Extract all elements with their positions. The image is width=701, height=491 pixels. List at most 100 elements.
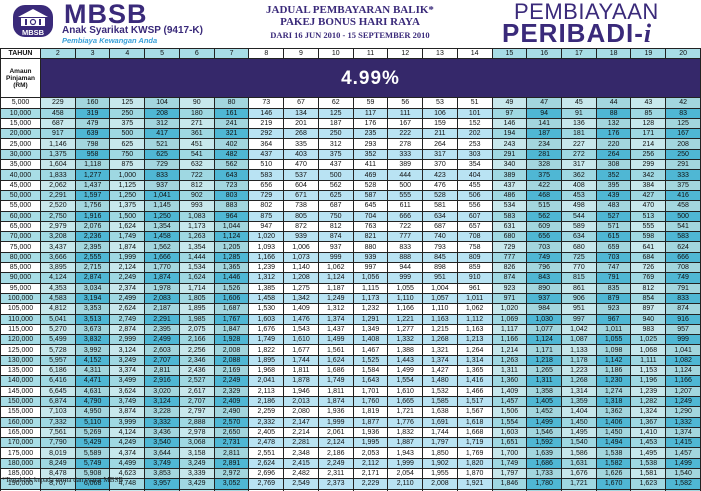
loan-amount: 55,000 [0,200,41,212]
monthly-installment: 805 [283,210,319,222]
monthly-installment: 703 [526,241,563,253]
monthly-installment: 1,374 [665,426,701,439]
monthly-installment: 2,291 [40,189,76,202]
year-header: 19 [630,47,667,60]
monthly-installment: 333 [387,148,424,161]
monthly-installment: 3,895 [40,262,76,274]
monthly-installment: 128 [630,117,667,130]
monthly-installment: 1,173 [178,220,215,233]
monthly-installment: 2,229 [352,478,389,490]
monthly-installment: 486 [491,189,528,202]
monthly-installment: 1,186 [595,365,632,377]
monthly-installment: 469 [352,169,389,181]
monthly-installment: 875 [109,159,146,171]
table-row: 90,000 4,124 2,874 2,249 1,874 1,624 1,446 1,31… [0,272,701,284]
monthly-installment: 859 [456,262,493,274]
monthly-installment: 3,249 [109,354,146,367]
monthly-installment: 1,770 [144,262,180,274]
year-header: 6 [178,47,215,60]
monthly-installment: 1,534 [178,262,215,274]
monthly-installment: 1,077 [526,323,563,336]
monthly-installment: 1,767 [213,313,250,325]
monthly-installment: 1,584 [352,365,389,377]
building-icon: MBSB [13,5,53,37]
monthly-installment: 319 [74,107,111,119]
monthly-installment: 2,527 [178,375,215,387]
monthly-installment: 1,041 [144,189,180,202]
monthly-installment: 1,385 [248,282,285,294]
monthly-installment: 631 [491,220,528,233]
monthly-installment: 1,006 [283,241,319,253]
monthly-installment: 3,436 [144,426,180,439]
monthly-installment: 1,374 [422,354,458,367]
monthly-installment: 4,124 [109,426,146,439]
monthly-installment: 202 [456,128,493,140]
product-line-1: PEMBIAYAAN [514,0,659,24]
monthly-installment: 2,617 [178,385,215,397]
monthly-installment: 317 [561,159,597,171]
monthly-installment: 3,437 [40,241,76,253]
monthly-installment: 791 [665,282,701,294]
year-header-row: TAHUN 2 3 4 5 6 7 8 9 10 11 12 13 14 15 16 17 18 19 20 [0,47,701,60]
monthly-installment: 3,194 [74,292,111,305]
monthly-installment: 272 [561,148,597,161]
monthly-installment: 1,444 [178,251,215,264]
monthly-installment: 1,324 [630,406,667,418]
monthly-installment: 1,457 [665,447,701,459]
table-row: 40,000 1,833 1,277 1,000 833 722 643 583 537 500 4… [0,169,701,181]
table-row: 145,000 6,645 4,631 3,624 3,020 2,617 2,329 2,1… [0,385,701,397]
product-suffix: i [643,19,653,48]
monthly-installment: 264 [422,138,458,150]
monthly-installment: 2,750 [40,210,76,222]
monthly-installment: 498 [561,200,597,212]
monthly-installment: 993 [178,200,215,212]
monthly-installment: 1,214 [491,344,528,356]
monthly-installment: 2,395 [144,323,180,336]
monthly-installment: 1,651 [491,437,528,449]
loan-amount: 70,000 [0,231,41,243]
monthly-installment: 291 [491,148,528,161]
monthly-installment: 1,163 [456,323,493,336]
monthly-installment: 5,429 [74,437,111,449]
monthly-installment: 961 [456,282,493,294]
monthly-installment: 403 [283,148,319,161]
monthly-installment: 470 [283,159,319,171]
table-row: 10,000 458 319 250 208 180 161 146 134 125 117 111 1… [0,107,701,119]
monthly-installment: 684 [630,251,667,264]
monthly-installment: 4,790 [74,395,111,408]
monthly-installment: 687 [40,117,76,130]
monthly-installment: 1,250 [144,210,180,222]
loan-amount: 35,000 [0,159,41,171]
monthly-installment: 167 [665,128,701,140]
monthly-installment: 134 [283,107,319,119]
monthly-installment: 354 [456,159,493,171]
monthly-installment: 1,585 [422,395,458,408]
page-header: MBSB MBSB Anak Syarikat KWSP (9417-K) Pe… [0,0,701,48]
monthly-installment: 2,979 [40,220,76,233]
monthly-installment: 3,052 [213,478,250,490]
product-line-2: PERIBADI-i [502,18,653,48]
monthly-installment: 352 [352,148,389,161]
monthly-installment: 422 [526,179,563,191]
monthly-installment: 2,624 [109,303,146,315]
monthly-installment: 56 [387,97,424,109]
monthly-installment: 609 [526,220,563,233]
monthly-installment: 2,259 [248,406,285,418]
monthly-installment: 1,000 [109,169,146,181]
monthly-installment: 1,415 [665,437,701,449]
monthly-installment: 1,285 [213,251,250,264]
monthly-installment: 2,395 [74,241,111,253]
monthly-installment: 1,446 [213,272,250,284]
monthly-installment: 3,673 [74,323,111,336]
monthly-installment: 880 [352,241,389,253]
monthly-installment: 541 [665,220,701,233]
monthly-installment: 253 [456,138,493,150]
monthly-installment: 85 [630,107,667,119]
monthly-installment: 687 [422,220,458,233]
monthly-installment: 6,645 [40,385,76,397]
monthly-installment: 62 [317,97,354,109]
monthly-installment: 562 [526,210,563,222]
monthly-installment: 1,115 [352,282,389,294]
monthly-installment: 395 [595,179,632,191]
monthly-installment: 167 [387,117,424,130]
